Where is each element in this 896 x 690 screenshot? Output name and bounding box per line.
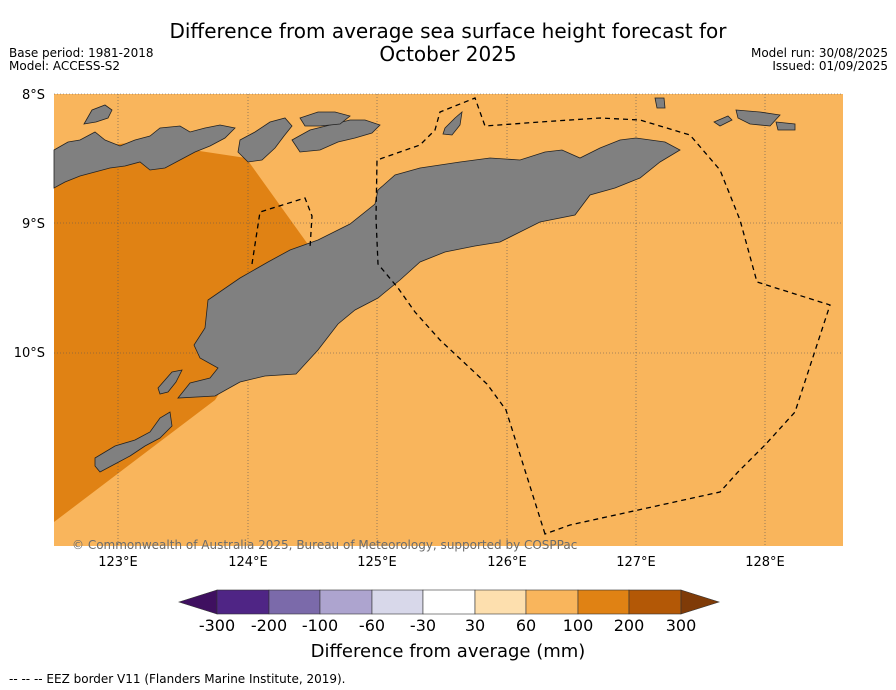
colorbar-swatch-9 — [628, 589, 682, 615]
lon-label-124e: 124°E — [228, 555, 268, 570]
model-run: Model run: 30/08/2025 — [750, 46, 888, 60]
colorbar-swatch-1 — [216, 589, 270, 615]
lakor-island — [713, 115, 733, 127]
timor-island — [177, 137, 681, 399]
colorbar-swatch-3 — [319, 589, 373, 615]
wetar-west-island — [237, 117, 293, 163]
land-masses — [53, 97, 796, 473]
leti-island — [735, 109, 781, 127]
meta-left: Base period: 1981-2018 Model: ACCESS-S2 — [9, 47, 154, 73]
cb-tick-m30: -30 — [410, 616, 436, 635]
title-line-2: October 2025 — [379, 42, 517, 66]
title-line-1: Difference from average sea surface heig… — [169, 19, 727, 43]
issued-date: Issued: 01/09/2025 — [772, 59, 888, 73]
eez-legend-footnote: -- -- -- EEZ border V11 (Flanders Marine… — [9, 672, 346, 686]
lon-label-127e: 127°E — [616, 555, 656, 570]
base-period: Base period: 1981-2018 — [9, 46, 154, 60]
moa-island — [775, 121, 796, 131]
colorbar-low-extension — [178, 589, 218, 615]
map-panel — [53, 93, 843, 546]
cb-tick-100: 100 — [563, 616, 594, 635]
colorbar-swatch-5 — [422, 589, 476, 615]
colorbar-title: Difference from average (mm) — [311, 641, 586, 662]
cb-tick-m300: -300 — [199, 616, 235, 635]
cb-tick-60: 60 — [516, 616, 536, 635]
lon-label-126e: 126°E — [487, 555, 527, 570]
romang-island — [654, 97, 666, 109]
lon-label-128e: 128°E — [745, 555, 785, 570]
semau-island — [157, 369, 183, 395]
chart-title: Difference from average sea surface heig… — [0, 20, 896, 66]
alor-pantar-islands — [53, 124, 236, 189]
eez-border-west-segment — [251, 197, 313, 265]
colorbar-high-extension — [680, 589, 720, 615]
eez-border-line — [375, 97, 831, 535]
copyright-note: © Commonwealth of Australia 2025, Bureau… — [72, 538, 577, 552]
lat-label-8s: 8°S — [22, 88, 45, 103]
colorbar-swatch-7 — [525, 589, 579, 615]
colorbar-swatch-6 — [474, 589, 527, 615]
high-anomaly-region — [54, 94, 312, 522]
cb-tick-m60: -60 — [359, 616, 385, 635]
lat-label-9s: 9°S — [22, 217, 45, 232]
meta-right: Model run: 30/08/2025 Issued: 01/09/2025 — [751, 47, 888, 73]
kisar-small-island — [299, 111, 351, 127]
lon-label-123e: 123°E — [98, 555, 138, 570]
cb-tick-m200: -200 — [251, 616, 287, 635]
model-name: Model: ACCESS-S2 — [9, 59, 121, 73]
wetar-island — [291, 119, 381, 153]
cb-tick-m100: -100 — [302, 616, 338, 635]
cb-tick-30: 30 — [465, 616, 485, 635]
atauro-island — [442, 110, 463, 136]
colorbar-tick-labels: -300 -200 -100 -60 -30 30 60 100 200 300 — [199, 616, 696, 635]
colorbar-swatch-4 — [371, 589, 424, 615]
colorbar — [178, 589, 720, 615]
colorbar-swatch-2 — [268, 589, 321, 615]
small-northwest-islet — [83, 104, 113, 125]
lon-label-125e: 125°E — [357, 555, 397, 570]
cb-tick-200: 200 — [614, 616, 645, 635]
colorbar-swatch-8 — [577, 589, 630, 615]
cb-tick-300: 300 — [666, 616, 697, 635]
lat-label-10s: 10°S — [14, 346, 45, 361]
rote-island — [94, 411, 173, 473]
